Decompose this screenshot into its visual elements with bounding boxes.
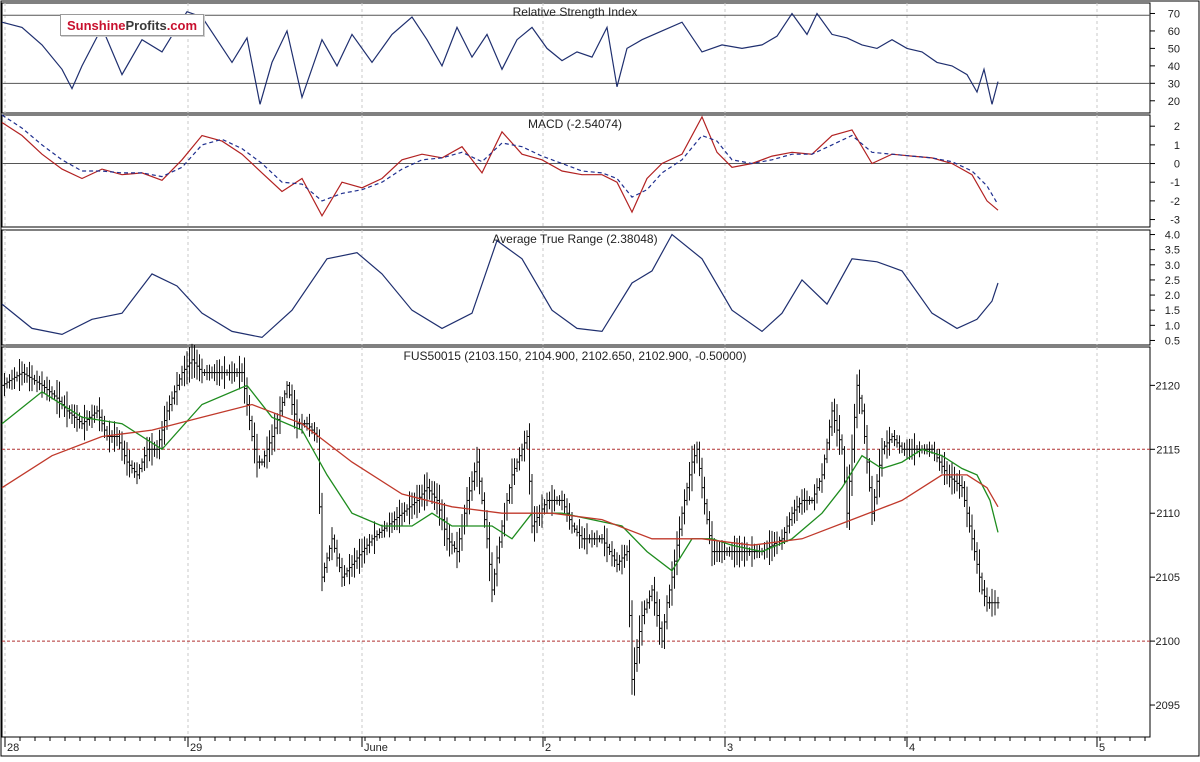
atr-ytick-label: 1.0 xyxy=(1165,320,1180,332)
price-panel-title: FUS50015 (2103.150, 2104.900, 2102.650, … xyxy=(404,349,747,363)
x-tick-label: 3 xyxy=(727,742,733,754)
macd-ytick-label: 2 xyxy=(1174,121,1180,133)
atr-panel-title: Average True Range (2.38048) xyxy=(492,232,657,246)
x-tick-label: 5 xyxy=(1099,742,1105,754)
rsi-ytick-label: 40 xyxy=(1168,61,1180,73)
x-tick-label: 4 xyxy=(909,742,915,754)
price-ytick-label: 2115 xyxy=(1156,444,1180,456)
price-ytick-label: 2120 xyxy=(1156,380,1180,392)
x-tick-label: 28 xyxy=(7,742,19,754)
macd-panel-title: MACD (-2.54074) xyxy=(528,117,622,131)
macd-ytick-label: -1 xyxy=(1170,177,1180,189)
atr-series-line-0 xyxy=(1,233,999,339)
price-ytick-label: 2110 xyxy=(1156,508,1180,520)
macd-ytick-label: -3 xyxy=(1170,215,1180,227)
atr-ytick-label: 4.0 xyxy=(1165,230,1180,242)
rsi-ytick-label: 50 xyxy=(1168,43,1180,55)
macd-ytick-label: 1 xyxy=(1174,140,1180,152)
macd-panel-frame xyxy=(1,114,1151,228)
x-tick-label: 2 xyxy=(545,742,551,754)
atr-ytick-label: 3.0 xyxy=(1165,260,1180,272)
rsi-ytick-label: 20 xyxy=(1168,96,1180,108)
macd-ytick-label: 0 xyxy=(1174,159,1180,171)
x-tick-label: 29 xyxy=(190,742,202,754)
price-ma-slow-line xyxy=(1,403,999,546)
macd-series-line-0 xyxy=(1,115,999,218)
price-ytick-label: 2105 xyxy=(1156,572,1180,584)
price-panel-frame xyxy=(1,346,1151,738)
atr-ytick-label: 2.5 xyxy=(1165,275,1180,287)
price-ytick-label: 2100 xyxy=(1156,636,1180,648)
rsi-ytick-label: 70 xyxy=(1168,8,1180,20)
brand-logo: Sunshine Profits .com xyxy=(60,14,205,36)
rsi-ytick-label: 60 xyxy=(1168,26,1180,38)
atr-ytick-label: 1.5 xyxy=(1165,305,1180,317)
macd-ytick-label: -2 xyxy=(1170,196,1180,208)
atr-ytick-label: 3.5 xyxy=(1165,245,1180,257)
rsi-ytick-label: 30 xyxy=(1168,78,1180,90)
atr-ytick-label: 2.0 xyxy=(1165,290,1180,302)
atr-panel-frame xyxy=(1,229,1151,346)
x-tick-label: June xyxy=(364,742,388,754)
price-ytick-label: 2095 xyxy=(1156,700,1180,712)
macd-series-line-1 xyxy=(1,114,999,205)
atr-ytick-label: 0.5 xyxy=(1165,335,1180,347)
rsi-panel-title: Relative Strength Index xyxy=(513,5,638,19)
rsi-panel-frame xyxy=(1,2,1151,114)
